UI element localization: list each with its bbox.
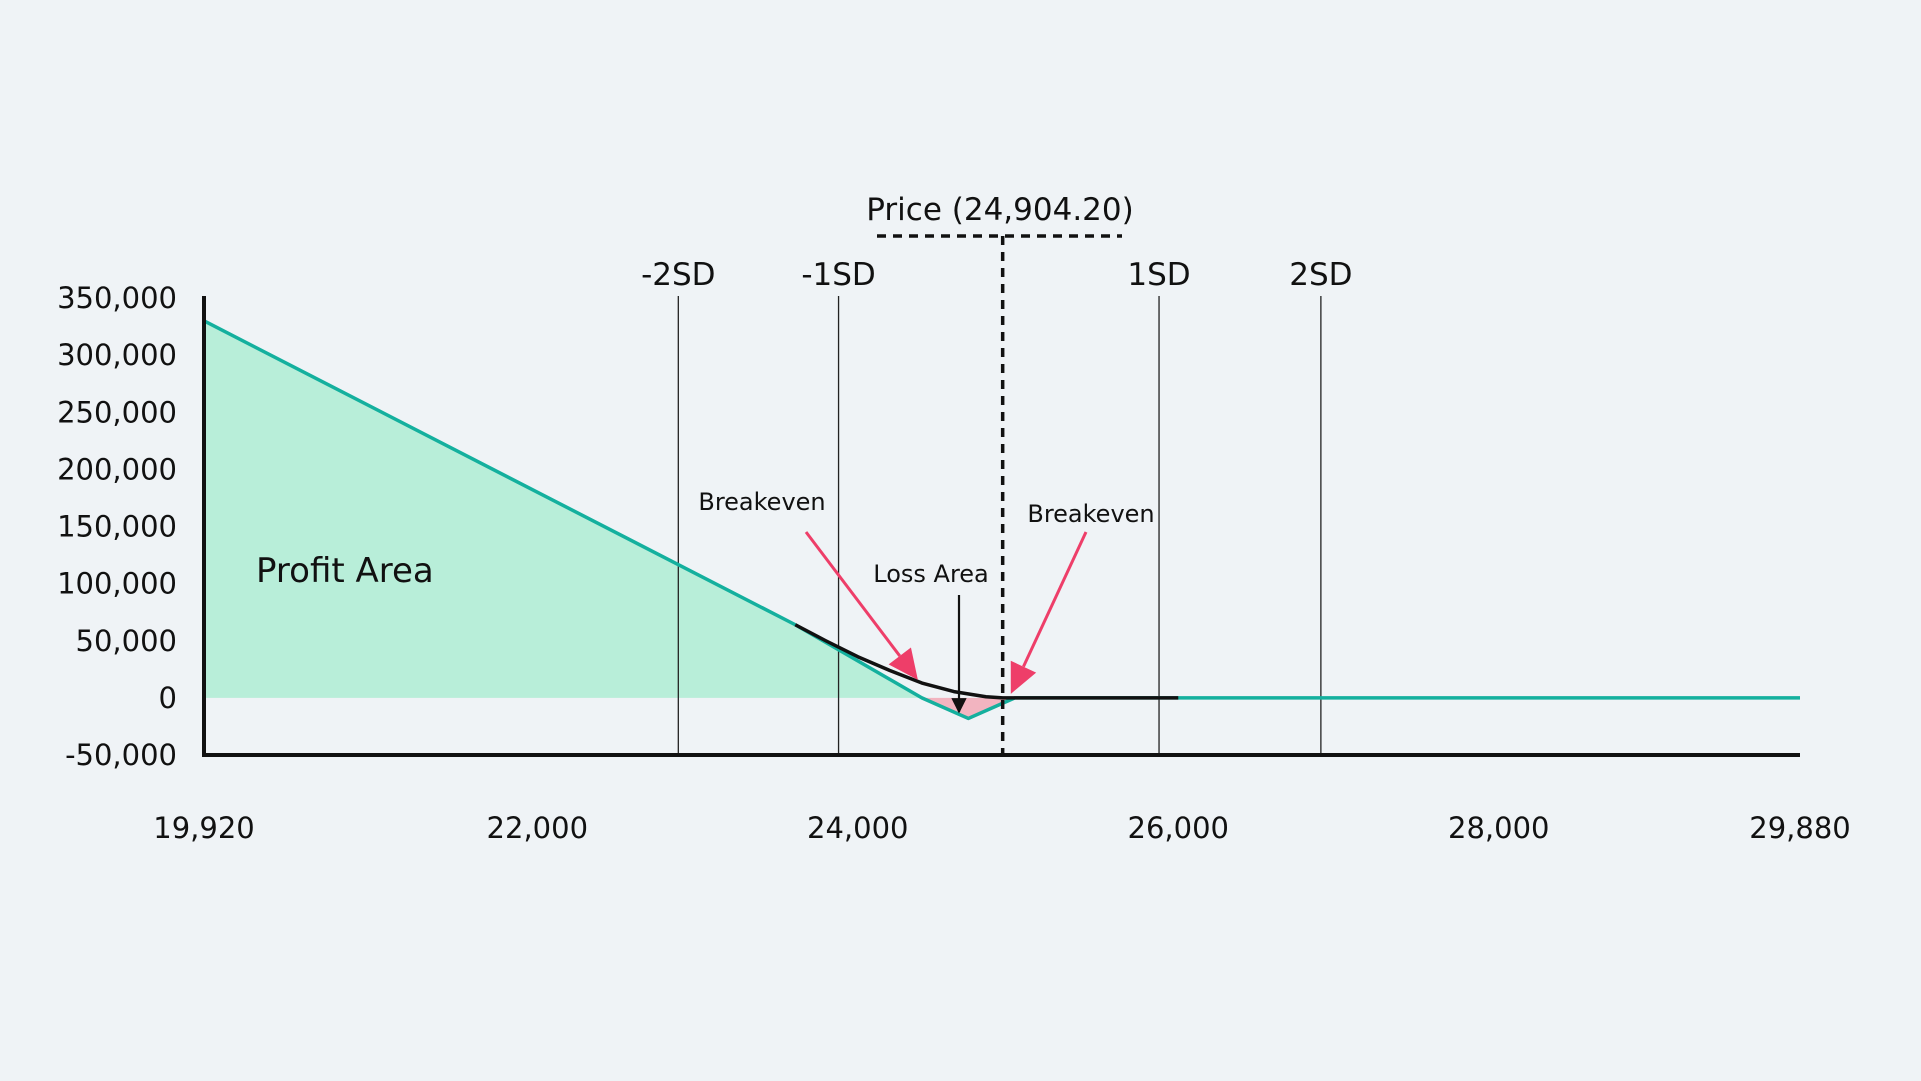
breakeven-label-right: Breakeven (1027, 500, 1154, 528)
loss-area-fill (921, 697, 1015, 719)
x-tick-label: 22,000 (487, 811, 588, 845)
y-tick-label: 100,000 (57, 567, 177, 601)
y-tick-label: 250,000 (57, 395, 177, 429)
y-tick-label: -50,000 (65, 738, 177, 772)
breakeven-arrow-right-head (1010, 660, 1037, 694)
x-tick-label: 19,920 (153, 811, 254, 845)
y-tick-label: 50,000 (76, 624, 177, 658)
x-tick-label: 24,000 (807, 811, 908, 845)
breakeven-arrow-right (1010, 531, 1088, 694)
x-tick-label: 29,880 (1749, 811, 1850, 845)
series-line-1 (794, 623, 1179, 700)
x-tick-label: 26,000 (1128, 811, 1229, 845)
y-tick-label: 350,000 (57, 281, 177, 315)
y-tick-label: 150,000 (57, 510, 177, 544)
y-tick-label: 0 (159, 681, 177, 715)
y-tick-label: 200,000 (57, 452, 177, 486)
breakeven-arrow-left-head (888, 647, 918, 680)
breakeven-arrow-right-shaft (1022, 531, 1088, 668)
x-tick-label: 28,000 (1448, 811, 1549, 845)
sd-label-2sd: 2SD (1289, 257, 1352, 293)
sd-label--1sd: -1SD (801, 257, 875, 293)
breakeven-label-left: Breakeven (698, 488, 825, 516)
breakeven-arrow-left (804, 531, 918, 680)
breakeven-arrow-left-shaft (804, 531, 901, 657)
y-tick-label: 300,000 (57, 338, 177, 372)
profit-area-label: Profit Area (256, 551, 434, 591)
loss-area-label: Loss Area (873, 560, 989, 588)
sd-label--2sd: -2SD (641, 257, 715, 293)
price-label: Price (24,904.20) (866, 192, 1133, 228)
sd-label-1sd: 1SD (1127, 257, 1190, 293)
profit-area-fill (204, 320, 922, 698)
